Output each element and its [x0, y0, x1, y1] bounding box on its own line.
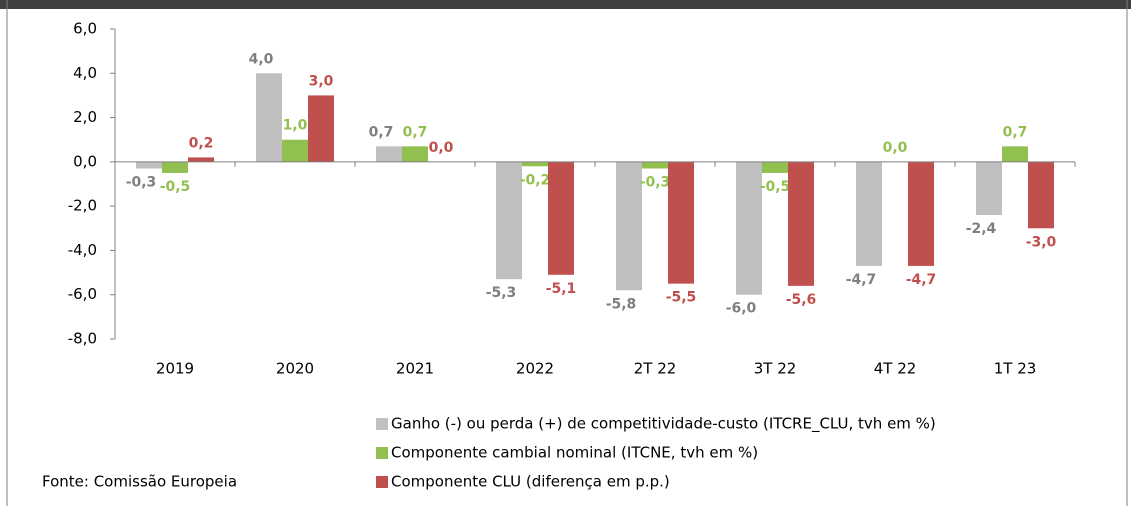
x-tick-label: 2022	[516, 360, 554, 378]
value-label: 0,2	[189, 135, 214, 151]
value-label: -2,4	[966, 221, 997, 237]
y-tick-label: 0,0	[73, 152, 97, 170]
value-label: 4,0	[249, 51, 274, 67]
value-label: -0,2	[520, 172, 551, 188]
bar	[762, 161, 788, 173]
x-tick-label: 1T 23	[994, 360, 1037, 378]
y-tick-label: -2,0	[68, 197, 97, 215]
bar	[188, 157, 214, 162]
x-tick-label: 3T 22	[754, 360, 797, 378]
legend-label: Ganho (-) ou perda (+) de competitividad…	[391, 415, 936, 434]
value-label: -0,5	[760, 179, 791, 195]
bar	[856, 161, 882, 266]
value-label: -6,0	[726, 301, 757, 317]
value-label: -5,6	[786, 292, 817, 308]
bar	[668, 161, 694, 284]
bar	[496, 161, 522, 280]
header-strip	[0, 0, 1131, 9]
bar	[522, 161, 548, 167]
value-label: -5,5	[666, 290, 697, 306]
bar	[376, 146, 402, 162]
bar	[616, 161, 642, 291]
legend-swatch	[376, 476, 388, 488]
value-label: 0,7	[403, 124, 428, 140]
bar	[976, 161, 1002, 215]
value-label: -0,3	[640, 175, 671, 191]
bar	[282, 139, 308, 162]
legend-swatch	[376, 418, 388, 430]
bar	[908, 161, 934, 266]
value-label: -5,3	[486, 285, 517, 301]
bar	[256, 73, 282, 162]
value-label: 1,0	[283, 118, 308, 134]
value-label: -5,1	[546, 281, 577, 297]
legend-label: Componente cambial nominal (ITCNE, tvh e…	[391, 444, 758, 462]
bar	[1028, 161, 1054, 229]
y-tick-label: -8,0	[68, 330, 97, 348]
value-label: -3,0	[1026, 234, 1057, 250]
y-tick-label: 4,0	[73, 64, 97, 82]
value-label: -5,8	[606, 296, 637, 312]
legend-swatch	[376, 447, 388, 459]
y-tick-label: 2,0	[73, 108, 97, 126]
y-tick-label: 6,0	[73, 20, 97, 38]
x-tick-label: 2019	[156, 360, 194, 378]
value-label: -0,5	[160, 179, 191, 195]
source-note: Fonte: Comissão Europeia	[42, 473, 237, 491]
value-label: 0,0	[429, 140, 454, 156]
x-tick-label: 2T 22	[634, 360, 677, 378]
bar	[136, 161, 162, 169]
bar	[788, 161, 814, 286]
value-label: -0,3	[126, 175, 157, 191]
y-tick-label: -6,0	[68, 285, 97, 303]
bar	[736, 161, 762, 295]
y-tick-label: -4,0	[68, 241, 97, 259]
legend-label: Componente CLU (diferença em p.p.)	[391, 473, 670, 491]
value-label: -4,7	[846, 272, 877, 288]
value-label: 3,0	[309, 73, 334, 89]
bar	[402, 146, 428, 162]
x-tick-label: 2021	[396, 360, 434, 378]
value-label: 0,7	[1003, 124, 1028, 140]
bar	[308, 95, 334, 162]
bar	[642, 161, 668, 169]
value-label: 0,7	[369, 124, 394, 140]
bar	[1002, 146, 1028, 162]
bar	[548, 161, 574, 275]
x-tick-label: 4T 22	[874, 360, 917, 378]
x-tick-label: 2020	[276, 360, 314, 378]
value-label: 0,0	[883, 140, 908, 156]
value-label: -4,7	[906, 272, 937, 288]
bar	[162, 161, 188, 173]
